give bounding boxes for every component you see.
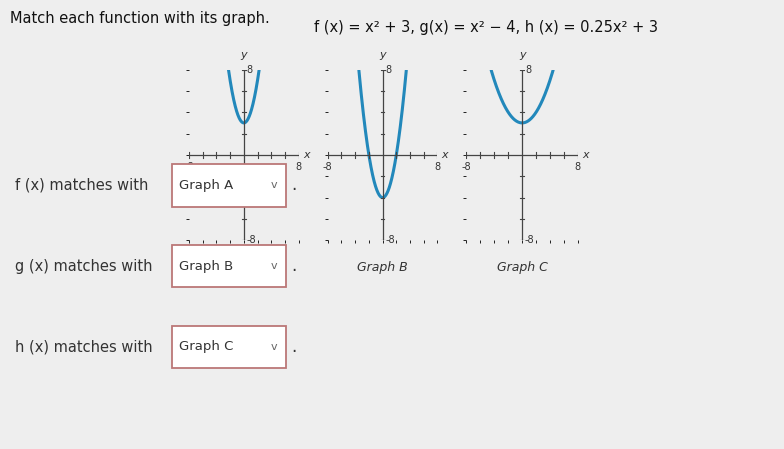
Text: 8: 8 [575,163,581,172]
Text: 8: 8 [386,65,391,75]
Text: -8: -8 [323,163,332,172]
Text: y: y [379,50,386,60]
Text: h (x) matches with: h (x) matches with [15,339,153,354]
Text: Graph C: Graph C [179,340,233,353]
Text: Graph A: Graph A [219,261,269,274]
Text: 8: 8 [525,65,531,75]
Text: -8: -8 [462,163,471,172]
Text: f (x) = x² + 3, g(x) = x² − 4, h (x) = 0.25x² + 3: f (x) = x² + 3, g(x) = x² − 4, h (x) = 0… [314,20,658,35]
Text: Graph A: Graph A [179,179,233,192]
Text: y: y [519,50,525,60]
Text: Match each function with its graph.: Match each function with its graph. [10,11,270,26]
Text: -8: -8 [184,163,194,172]
Text: Graph B: Graph B [179,260,233,273]
Text: 8: 8 [246,65,252,75]
Text: x: x [582,150,589,160]
Text: 8: 8 [434,163,441,172]
Text: v: v [271,261,278,271]
Text: Graph C: Graph C [497,261,547,274]
Text: .: . [291,176,296,194]
Text: .: . [291,257,296,275]
Text: -8: -8 [525,235,535,245]
Text: f (x) matches with: f (x) matches with [15,178,148,193]
Text: x: x [303,150,310,160]
Text: Graph B: Graph B [358,261,408,274]
Text: -8: -8 [386,235,395,245]
Text: 8: 8 [296,163,302,172]
Text: .: . [291,338,296,356]
Text: g (x) matches with: g (x) matches with [15,259,152,273]
Text: y: y [241,50,247,60]
Text: v: v [271,180,278,190]
Text: -8: -8 [246,235,256,245]
Text: v: v [271,342,278,352]
Text: x: x [441,150,448,160]
